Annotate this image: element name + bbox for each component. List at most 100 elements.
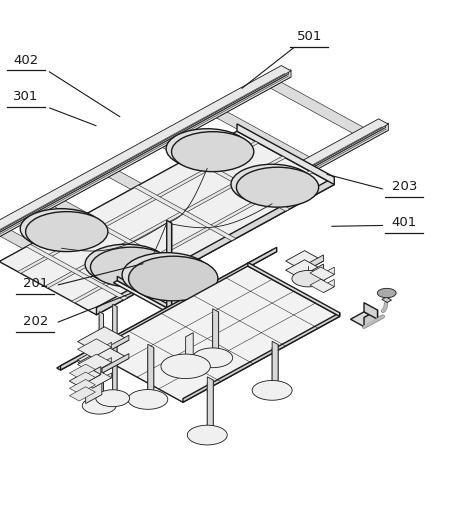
Polygon shape	[118, 276, 226, 340]
Polygon shape	[0, 131, 334, 315]
Polygon shape	[364, 302, 377, 319]
Text: 203: 203	[392, 180, 417, 194]
Ellipse shape	[33, 215, 89, 242]
Polygon shape	[248, 262, 340, 317]
Ellipse shape	[161, 354, 211, 379]
Polygon shape	[351, 312, 377, 327]
Polygon shape	[286, 260, 323, 280]
Polygon shape	[272, 345, 278, 393]
Polygon shape	[237, 124, 334, 185]
Ellipse shape	[26, 211, 108, 251]
Polygon shape	[75, 123, 388, 302]
Polygon shape	[98, 165, 215, 230]
Polygon shape	[93, 342, 111, 358]
Ellipse shape	[193, 348, 233, 368]
Polygon shape	[382, 297, 392, 302]
Text: 402: 402	[13, 54, 39, 67]
Polygon shape	[207, 377, 213, 435]
Polygon shape	[93, 358, 111, 373]
Ellipse shape	[128, 390, 168, 409]
Polygon shape	[45, 156, 286, 288]
Polygon shape	[78, 354, 111, 373]
Polygon shape	[364, 310, 377, 327]
Polygon shape	[323, 279, 334, 292]
Polygon shape	[272, 341, 278, 390]
Polygon shape	[80, 215, 182, 270]
Polygon shape	[70, 387, 95, 401]
Polygon shape	[167, 223, 172, 351]
Polygon shape	[212, 312, 219, 361]
Polygon shape	[186, 333, 193, 370]
Ellipse shape	[172, 132, 254, 171]
Ellipse shape	[236, 167, 319, 207]
Polygon shape	[0, 69, 289, 246]
Polygon shape	[17, 141, 258, 274]
Text: 202: 202	[23, 315, 48, 328]
Polygon shape	[305, 264, 323, 280]
Polygon shape	[96, 177, 334, 315]
Polygon shape	[148, 344, 154, 399]
Polygon shape	[65, 119, 388, 296]
Ellipse shape	[91, 247, 173, 287]
Polygon shape	[70, 364, 95, 378]
Polygon shape	[167, 220, 172, 348]
Polygon shape	[44, 195, 161, 259]
Ellipse shape	[231, 164, 313, 204]
Ellipse shape	[129, 256, 218, 301]
Polygon shape	[310, 279, 334, 292]
Polygon shape	[134, 185, 236, 241]
Ellipse shape	[179, 135, 235, 163]
Text: 401: 401	[392, 216, 417, 229]
Ellipse shape	[20, 209, 102, 249]
Polygon shape	[79, 367, 101, 386]
Polygon shape	[113, 307, 117, 401]
Polygon shape	[65, 125, 388, 302]
Ellipse shape	[82, 397, 116, 414]
Polygon shape	[99, 314, 103, 408]
Polygon shape	[78, 327, 129, 355]
Polygon shape	[78, 369, 111, 388]
Polygon shape	[183, 313, 340, 402]
Polygon shape	[78, 345, 129, 373]
Polygon shape	[26, 245, 128, 300]
Polygon shape	[70, 372, 95, 386]
Polygon shape	[93, 373, 111, 388]
Polygon shape	[0, 66, 291, 242]
Ellipse shape	[166, 129, 249, 169]
Ellipse shape	[98, 250, 154, 278]
Polygon shape	[207, 380, 213, 438]
Polygon shape	[212, 309, 219, 358]
Polygon shape	[260, 76, 377, 141]
Ellipse shape	[122, 252, 212, 297]
Polygon shape	[57, 249, 277, 370]
Text: 301: 301	[13, 90, 39, 103]
Polygon shape	[0, 225, 107, 289]
Polygon shape	[102, 335, 129, 355]
Polygon shape	[91, 266, 340, 402]
Polygon shape	[78, 339, 111, 358]
Polygon shape	[102, 353, 129, 373]
Polygon shape	[78, 354, 102, 367]
Polygon shape	[148, 348, 154, 403]
Polygon shape	[72, 123, 385, 299]
Polygon shape	[206, 106, 323, 170]
Ellipse shape	[187, 425, 227, 445]
Polygon shape	[61, 247, 277, 370]
Polygon shape	[113, 304, 117, 398]
Polygon shape	[152, 136, 269, 200]
Ellipse shape	[85, 244, 167, 284]
Ellipse shape	[292, 270, 325, 287]
Polygon shape	[99, 311, 103, 406]
Polygon shape	[188, 156, 290, 211]
Polygon shape	[0, 69, 291, 249]
Text: 201: 201	[23, 277, 48, 290]
Ellipse shape	[96, 390, 130, 407]
Polygon shape	[0, 72, 291, 249]
Polygon shape	[113, 281, 226, 342]
Polygon shape	[305, 255, 323, 271]
Ellipse shape	[377, 288, 396, 298]
Polygon shape	[70, 369, 101, 386]
Polygon shape	[70, 379, 95, 393]
Ellipse shape	[244, 170, 300, 198]
Polygon shape	[86, 358, 102, 403]
